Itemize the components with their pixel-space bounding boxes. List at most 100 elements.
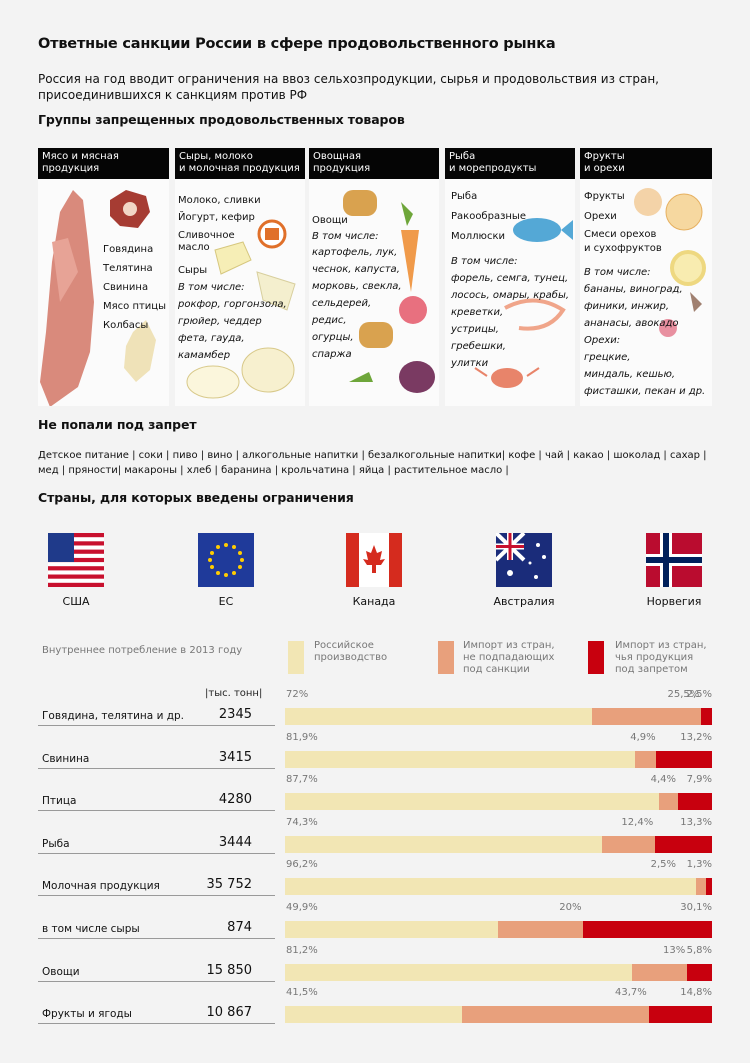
bar-segment [285,793,660,811]
vegetables-illustration [343,190,435,393]
dairy-illustration [186,219,296,399]
not-banned-line: Детское питание | соки | пиво | вино | а… [38,450,707,461]
group-head-line: и орехи [584,163,625,174]
carcass-shade-icon [52,238,78,302]
pork-carcass-icon [40,190,94,406]
walnut-icon [690,292,702,312]
butter-icon [214,241,252,275]
group-meat-items: Говядина Телятина Свинина Мясо птицы Кол… [103,241,166,334]
group-item: Колбасы [103,320,149,331]
australia-flag-icon [496,533,552,587]
nut-mix-icon [665,193,703,231]
percent-label: 7,9% [686,774,712,786]
bar-segment [648,1006,712,1024]
percent-label: 81,2% [286,944,318,956]
not-banned-list: Детское питание | соки | пиво | вино | а… [38,448,738,478]
percent-label: 13,2% [680,731,712,743]
legend-swatch-import-banned [588,641,604,674]
fish-illustration [474,218,573,388]
crab-claw-icon [526,367,540,377]
percent-label: 2,5% [686,689,712,700]
crab-claw-icon [474,367,488,377]
row-label: Свинина [42,752,90,765]
page-title: Ответные санкции России в сфере продовол… [38,36,556,52]
group-item: масло [178,242,210,253]
row-separator [38,938,275,939]
legend-line: производство [314,652,388,663]
row-volume: 874 [227,920,252,935]
group-subitem: улитки [451,358,489,369]
legend-line: под санкции [463,664,530,675]
percent-label: 43,7% [615,987,647,999]
group-fish: Рыба и морепродукты Рыба Ракообразные Мо… [445,148,575,406]
group-head-line: продукция [42,163,100,174]
group-subitem: бананы, виноград, [584,284,683,295]
potato-icon [343,190,377,216]
group-subitem: картофель, лук, [312,247,398,258]
country-label-usa: США [62,595,90,608]
cheese-slice-icon [186,365,240,399]
fish-icon [513,218,561,242]
bar-segment [678,793,712,811]
legend-line: чья продукция [615,652,694,663]
group-subitem: морковь, свекла, [312,281,402,292]
row-label: в том числе сыры [42,923,140,935]
row-separator [38,852,275,854]
group-head-line: Фрукты [584,151,625,162]
carrot-icon [401,230,419,292]
group-vegetables-items: Овощи В том числе: картофель, лук, чесно… [312,212,437,363]
bar-segment [285,708,593,725]
group-subitem: рокфор, горгонзола, [178,299,287,310]
bar-segment [285,878,696,896]
row-separator [38,895,275,897]
percent-label: 12,4% [621,816,654,828]
row-separator [38,810,275,812]
fruits-illustration [634,188,706,337]
bar-segment [634,750,656,768]
page-subtitle: Россия на год вводит ограничения на ввоз… [38,72,659,102]
legend-line: под запретом [615,664,688,675]
carrot-leaves-icon [401,202,413,226]
radish-icon [399,296,427,324]
legend-swatch-import-other [438,641,454,674]
scallion-icon [349,372,373,382]
row-volume: 35 752 [206,877,253,893]
shrimp-icon [504,298,566,331]
bar-segment [285,750,635,768]
percent-label: 14,8% [680,987,712,999]
group-subitem: лосось, омары, крабы, [451,290,570,301]
group-subitem: спаржа [312,349,352,360]
percent-label: 87,7% [286,774,318,786]
group-fish-items: Рыба Ракообразные Моллюски В том числе: … [451,188,573,372]
country-label-canada: Канада [352,595,396,608]
group-item: Моллюски [451,231,505,242]
group-dairy-items: Молоко, сливки Йогурт, кефир Сливочное м… [178,192,303,364]
group-fruits: Фрукты и орехи Фрукты Орехи Смеси орехов… [580,148,712,406]
row-label: Фрукты и ягоды [42,1008,132,1021]
row-label: Молочная продукция [42,880,160,893]
group-fruits-items: Фрукты Орехи Смеси орехов и сухофруктов … [584,188,712,400]
country-label-norway: Норвегия [646,595,702,608]
bar-segment [701,708,712,725]
group-item: Молоко, сливки [178,195,261,206]
group-subitem: креветки, [451,307,504,318]
legend-line: Импорт из стран, [463,640,555,651]
group-item: Мясо птицы [103,301,167,312]
cow-face-icon [265,228,279,240]
row-volume: 10 867 [206,1005,253,1021]
cheese-wedge-icon [256,271,296,311]
group-head-line: продукция [313,163,371,174]
bar-segment [631,963,688,981]
group-head-line: и морепродукты [449,163,537,174]
group-dairy-header: Сыры, молоко и молочная продукция [175,148,305,179]
crab-icon [491,368,523,388]
group-item: Свинина [103,282,149,293]
group-sublabel: В том числе: [451,256,518,267]
group-subtitle: Сыры [178,265,208,276]
cheese-round-icon [241,347,295,393]
group-head-line: Овощная [313,151,361,162]
row-volume: 15 850 [206,962,253,978]
row-volume: 2345 [218,707,252,722]
percent-label: 74,3% [286,816,318,828]
row-label: Рыба [42,837,70,850]
